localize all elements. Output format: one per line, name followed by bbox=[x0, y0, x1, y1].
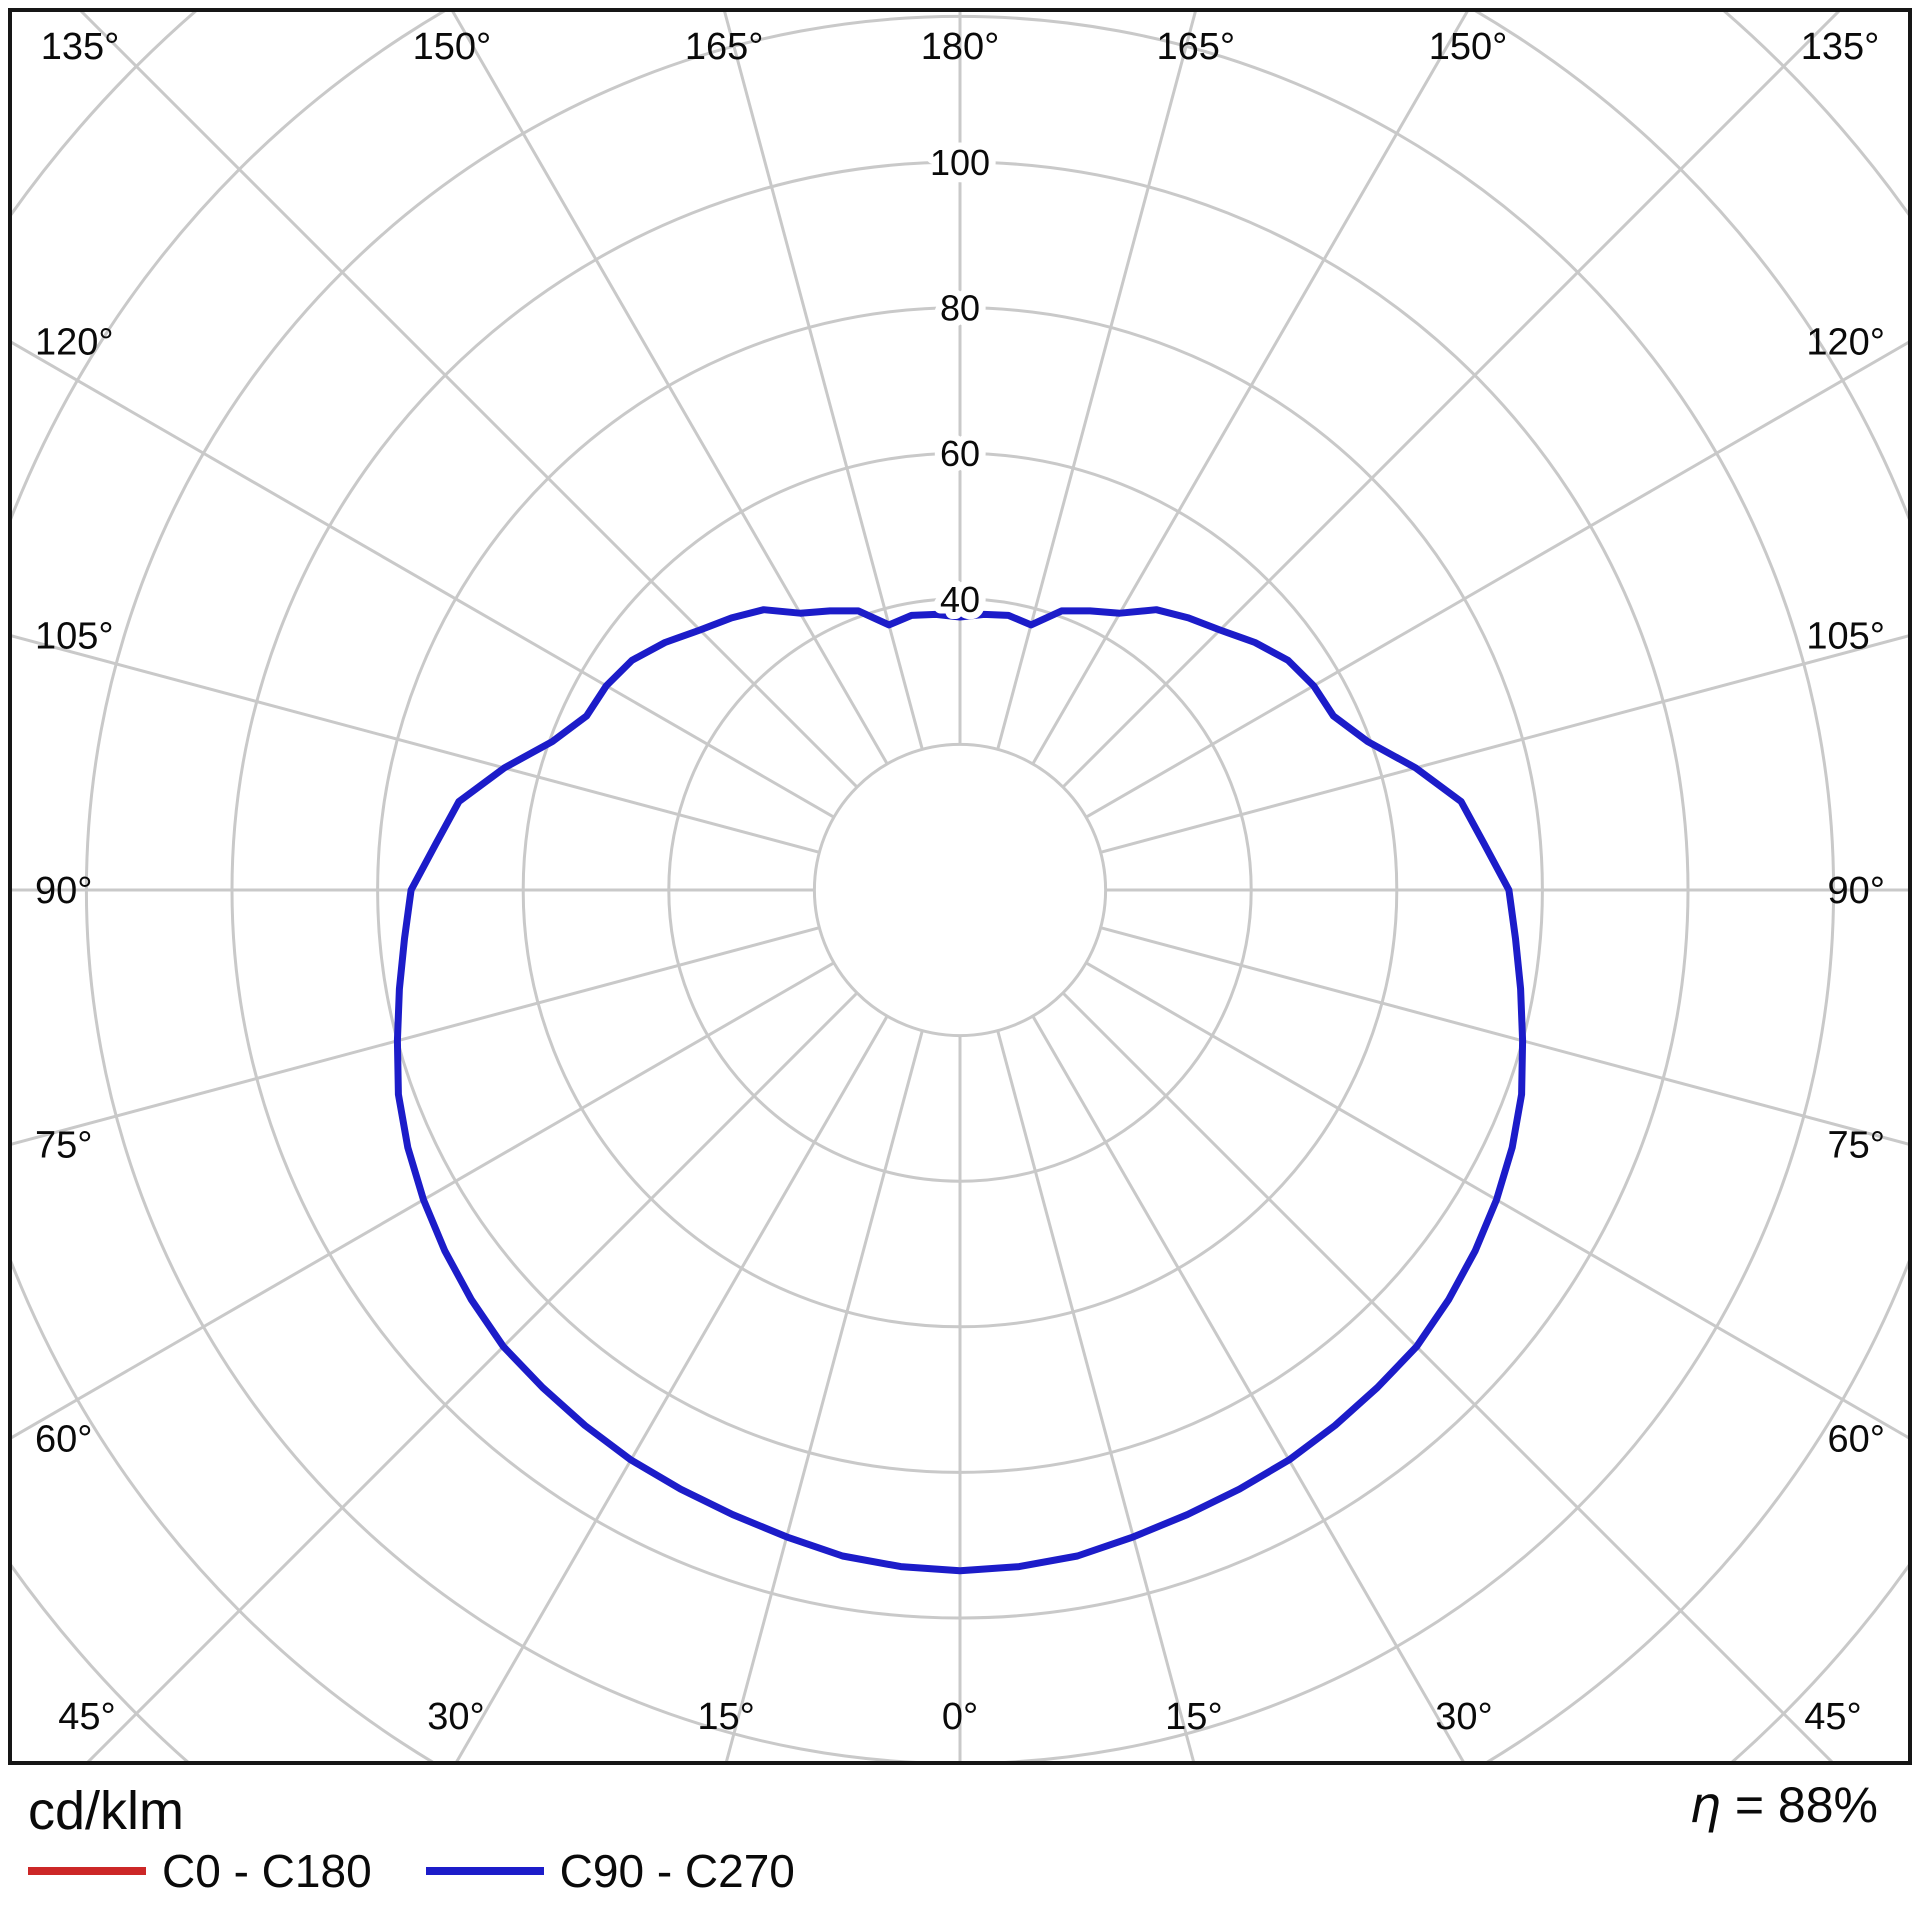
grid-circle-20 bbox=[812, 742, 1108, 1038]
grid-ray-240 bbox=[10, 339, 835, 819]
eta-symbol: η bbox=[1689, 1776, 1721, 1834]
curve-c90-c270 bbox=[393, 606, 1527, 1575]
efficiency-value: η = 88% bbox=[1689, 1776, 1878, 1834]
radial-tick-label-60: 60 bbox=[940, 433, 980, 474]
angle-label-15-right: 15° bbox=[1165, 1696, 1222, 1738]
angle-label-90-right: 90° bbox=[1828, 870, 1885, 912]
grid-ray-165 bbox=[996, 10, 1198, 750]
angle-label-105-right: 105° bbox=[1806, 615, 1885, 657]
angle-label-105-left: 105° bbox=[35, 615, 114, 657]
angle-label-0: 0° bbox=[942, 1696, 978, 1738]
grid-ray-255 bbox=[10, 633, 820, 854]
angle-label-165-left: 165° bbox=[685, 26, 764, 68]
legend-item-c0-c180: C0 - C180 bbox=[28, 1844, 372, 1898]
grid-ray-195 bbox=[722, 10, 924, 750]
grid-ray-285 bbox=[10, 926, 820, 1147]
angle-label-150-right: 150° bbox=[1429, 26, 1508, 68]
grid-ray-210 bbox=[450, 10, 889, 765]
angle-label-15-left: 15° bbox=[697, 1696, 754, 1738]
radial-tick-labels: 40 60 80 100 bbox=[923, 135, 997, 627]
radial-tick-label-100: 100 bbox=[930, 142, 990, 183]
legend: C0 - C180 C90 - C270 bbox=[28, 1844, 795, 1898]
angle-label-165-right: 165° bbox=[1156, 26, 1235, 68]
angle-label-150-left: 150° bbox=[413, 26, 492, 68]
radial-unit-label: cd/klm bbox=[28, 1781, 185, 1841]
legend-label-c0-c180: C0 - C180 bbox=[162, 1845, 372, 1897]
grid-ray-75 bbox=[1100, 926, 1910, 1147]
grid-ray-105 bbox=[1100, 633, 1910, 854]
angle-label-30-left: 30° bbox=[427, 1696, 484, 1738]
angle-label-75-right: 75° bbox=[1828, 1125, 1885, 1167]
radial-tick-label-40: 40 bbox=[940, 579, 980, 620]
angle-label-180: 180° bbox=[921, 26, 1000, 68]
radial-tick-label-80: 80 bbox=[940, 288, 980, 329]
legend-swatch-blue-line bbox=[425, 1867, 544, 1875]
plot-frame bbox=[8, 8, 1912, 1765]
angle-label-45-right: 45° bbox=[1804, 1696, 1861, 1738]
grid-ray-345 bbox=[724, 1030, 924, 1763]
grid-ray-150 bbox=[1031, 10, 1470, 765]
grid-ray-120 bbox=[1085, 339, 1910, 819]
grid-ray-330 bbox=[454, 1015, 889, 1763]
grid-ray-45 bbox=[1061, 991, 1836, 1763]
legend-swatch-red-line bbox=[28, 1867, 146, 1875]
angle-label-135-left: 135° bbox=[41, 26, 120, 68]
angle-label-75-left: 75° bbox=[35, 1125, 92, 1167]
legend-label-c90-c270: C90 - C270 bbox=[559, 1845, 795, 1897]
grid-ray-135 bbox=[1061, 10, 1843, 789]
efficiency-number: = 88% bbox=[1720, 1777, 1878, 1833]
angle-label-60-right: 60° bbox=[1828, 1418, 1885, 1460]
grid-ray-225 bbox=[77, 10, 859, 789]
angle-label-90-left: 90° bbox=[35, 870, 92, 912]
angle-label-135-right: 135° bbox=[1801, 26, 1880, 68]
grid-ray-60 bbox=[1085, 961, 1910, 1441]
grid-ray-315 bbox=[84, 991, 859, 1763]
grid-ray-30 bbox=[1031, 1015, 1466, 1763]
angle-label-45-left: 45° bbox=[58, 1696, 115, 1738]
angle-label-120-right: 120° bbox=[1806, 322, 1885, 364]
grid-ray-15 bbox=[996, 1030, 1196, 1763]
grid-ray-300 bbox=[10, 961, 835, 1441]
angle-label-30-right: 30° bbox=[1435, 1696, 1492, 1738]
angle-labels: 0° 15° 15° 30° 30° 45° 45° 60° 60° 75° 75° 90° 90° 10… bbox=[35, 26, 1885, 1738]
legend-item-c90-c270: C90 - C270 bbox=[425, 1844, 795, 1898]
angle-label-60-left: 60° bbox=[35, 1418, 92, 1460]
angle-label-120-left: 120° bbox=[35, 322, 114, 364]
